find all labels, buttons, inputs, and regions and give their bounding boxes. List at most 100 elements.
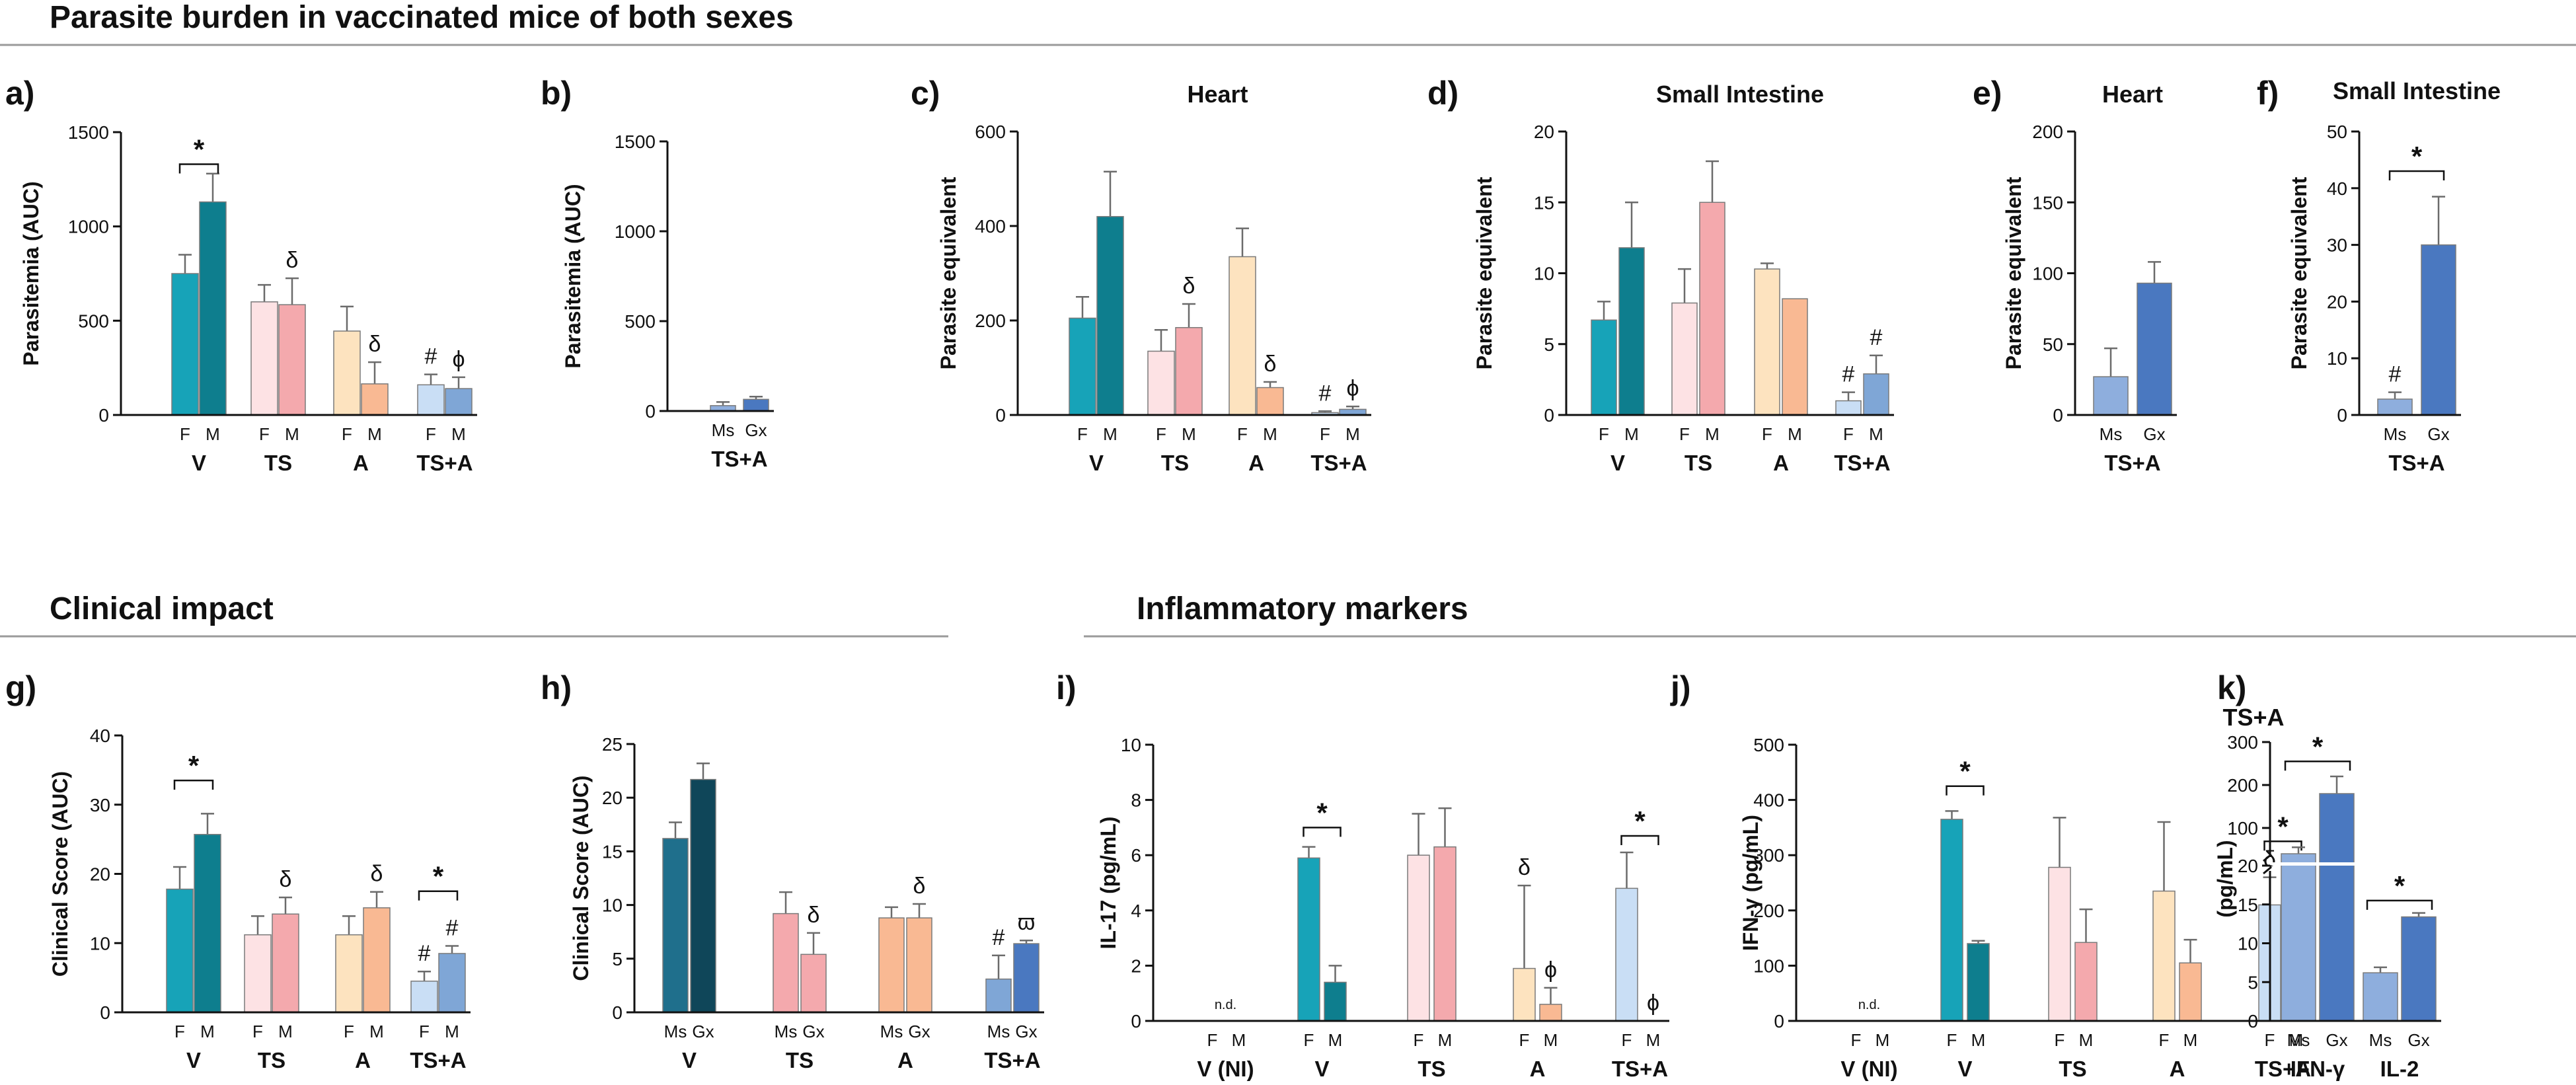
x-category-label: F xyxy=(180,424,190,444)
x-group-label: TS xyxy=(1685,451,1712,475)
significance-mark: # xyxy=(2389,362,2402,387)
x-category-label: Ms xyxy=(2100,424,2123,444)
bar-V-M xyxy=(194,834,221,1013)
y-tick-label: 5 xyxy=(2248,972,2258,992)
bar-V-F xyxy=(1069,317,1096,416)
x-category-label: F xyxy=(1519,1030,1530,1050)
y-tick-label: 1000 xyxy=(615,221,656,242)
significance-star: * xyxy=(1316,797,1328,828)
y-tick-label: 15 xyxy=(1534,192,1554,213)
bar-A-M xyxy=(1256,387,1284,416)
x-group-label: V xyxy=(192,451,206,475)
x-category-label: F xyxy=(259,424,270,444)
y-tick-label: 30 xyxy=(2327,235,2347,256)
significance-bracket xyxy=(1946,785,1985,796)
significance-mark: ϕ xyxy=(1346,376,1359,401)
x-category-label: M xyxy=(369,1022,384,1041)
bar-TS+A-F xyxy=(410,981,438,1013)
x-group-label: V xyxy=(1610,451,1625,475)
y-tick-label: 1000 xyxy=(68,217,109,237)
bar-TS+A-M xyxy=(445,388,473,416)
significance-mark: # xyxy=(418,941,431,966)
x-group-label: TS+A xyxy=(1834,451,1890,475)
y-axis-label: Clinical Score (AUC) xyxy=(569,775,593,981)
x-category-label: M xyxy=(1788,424,1802,444)
x-group-label: A xyxy=(1530,1057,1546,1081)
bar-A-F xyxy=(2152,890,2176,1022)
x-group-label: TS xyxy=(264,451,292,475)
bar-TS+A-M xyxy=(1863,373,1889,416)
x-group-label: TS+A xyxy=(410,1048,466,1072)
not-detected-label: n.d. xyxy=(1858,998,1880,1012)
panel-letter: a) xyxy=(5,75,34,112)
significance-mark: # xyxy=(1842,362,1855,387)
x-group-label: TS+A xyxy=(2388,451,2444,475)
y-tick-label: 0 xyxy=(100,1002,110,1023)
bar-TS+A-F xyxy=(1615,887,1638,1022)
y-tick-label: 8 xyxy=(1131,790,1141,811)
bar-A-M xyxy=(1539,1004,1562,1022)
panel-letter: f) xyxy=(2257,75,2279,112)
significance-star: * xyxy=(2411,141,2423,172)
y-tick-label: 600 xyxy=(975,122,1006,142)
y-tick-label: 40 xyxy=(2327,178,2347,199)
bar-TS-Ms xyxy=(773,913,799,1013)
y-tick-label: 10 xyxy=(602,895,623,916)
significance-bracket xyxy=(2284,761,2351,771)
y-tick-label: 300 xyxy=(1753,845,1784,866)
bar-TS-M xyxy=(2074,942,2098,1022)
x-category-label: Ms xyxy=(880,1022,903,1041)
x-category-label: M xyxy=(1345,424,1360,444)
y-tick-label: 0 xyxy=(995,405,1006,426)
y-tick-label: 4 xyxy=(1131,901,1141,921)
bar-TS-F xyxy=(1407,854,1430,1022)
bar-TS-F xyxy=(1671,302,1698,416)
bar-TS-M xyxy=(1433,846,1457,1022)
x-category-label: Gx xyxy=(2143,424,2165,444)
x-category-label: M xyxy=(1646,1030,1661,1050)
y-tick-label: 20 xyxy=(90,864,110,885)
x-category-label: F xyxy=(426,424,436,444)
y-tick-label: 200 xyxy=(975,311,1006,331)
significance-star: * xyxy=(194,134,205,165)
x-group-label: A xyxy=(1773,451,1789,475)
bar-V-M xyxy=(1618,247,1645,416)
y-tick-label: 5 xyxy=(612,949,623,969)
bar-TS-F xyxy=(2048,866,2071,1022)
significance-mark: δ xyxy=(1264,352,1277,377)
x-category-label: Ms xyxy=(775,1022,798,1041)
bar-A-M xyxy=(1782,298,1808,416)
x-category-label: Gx xyxy=(745,420,767,440)
y-tick-label: 10 xyxy=(1534,264,1554,284)
bar-TS+A-Gx xyxy=(2137,282,2172,416)
bar-A-F xyxy=(333,330,361,416)
bar-A-F xyxy=(335,934,363,1013)
y-tick-label: 6 xyxy=(1131,845,1141,866)
x-category-label: F xyxy=(344,1022,354,1041)
x-category-label: M xyxy=(1328,1030,1343,1050)
y-tick-label: 200 xyxy=(1753,901,1784,921)
x-category-label: M xyxy=(285,424,299,444)
x-group-label: TS+A xyxy=(2255,1057,2311,1081)
y-tick-label: 300 xyxy=(2227,732,2258,753)
panel-title: Heart xyxy=(1187,81,1248,108)
y-tick-label: 15 xyxy=(602,841,623,862)
x-category-label: F xyxy=(1947,1030,1957,1050)
y-tick-label: 150 xyxy=(2032,192,2063,213)
y-tick-label: 100 xyxy=(1753,955,1784,976)
y-tick-label: 40 xyxy=(90,726,110,746)
panel-letter: b) xyxy=(541,75,572,112)
x-group-label: TS xyxy=(786,1048,814,1072)
y-tick-label: 5 xyxy=(1544,334,1554,355)
bar-A-F xyxy=(1513,967,1536,1022)
significance-mark: δ xyxy=(371,862,383,887)
bar-A-F xyxy=(1754,268,1780,416)
significance-star: * xyxy=(188,750,200,781)
y-axis-label: Parasite equivalent xyxy=(1472,176,1496,369)
bar-A-M xyxy=(2179,962,2202,1022)
y-tick-label: 400 xyxy=(1753,790,1784,811)
panel-title: Small Intestine xyxy=(1656,81,1824,108)
bar-TS-M xyxy=(278,304,306,416)
